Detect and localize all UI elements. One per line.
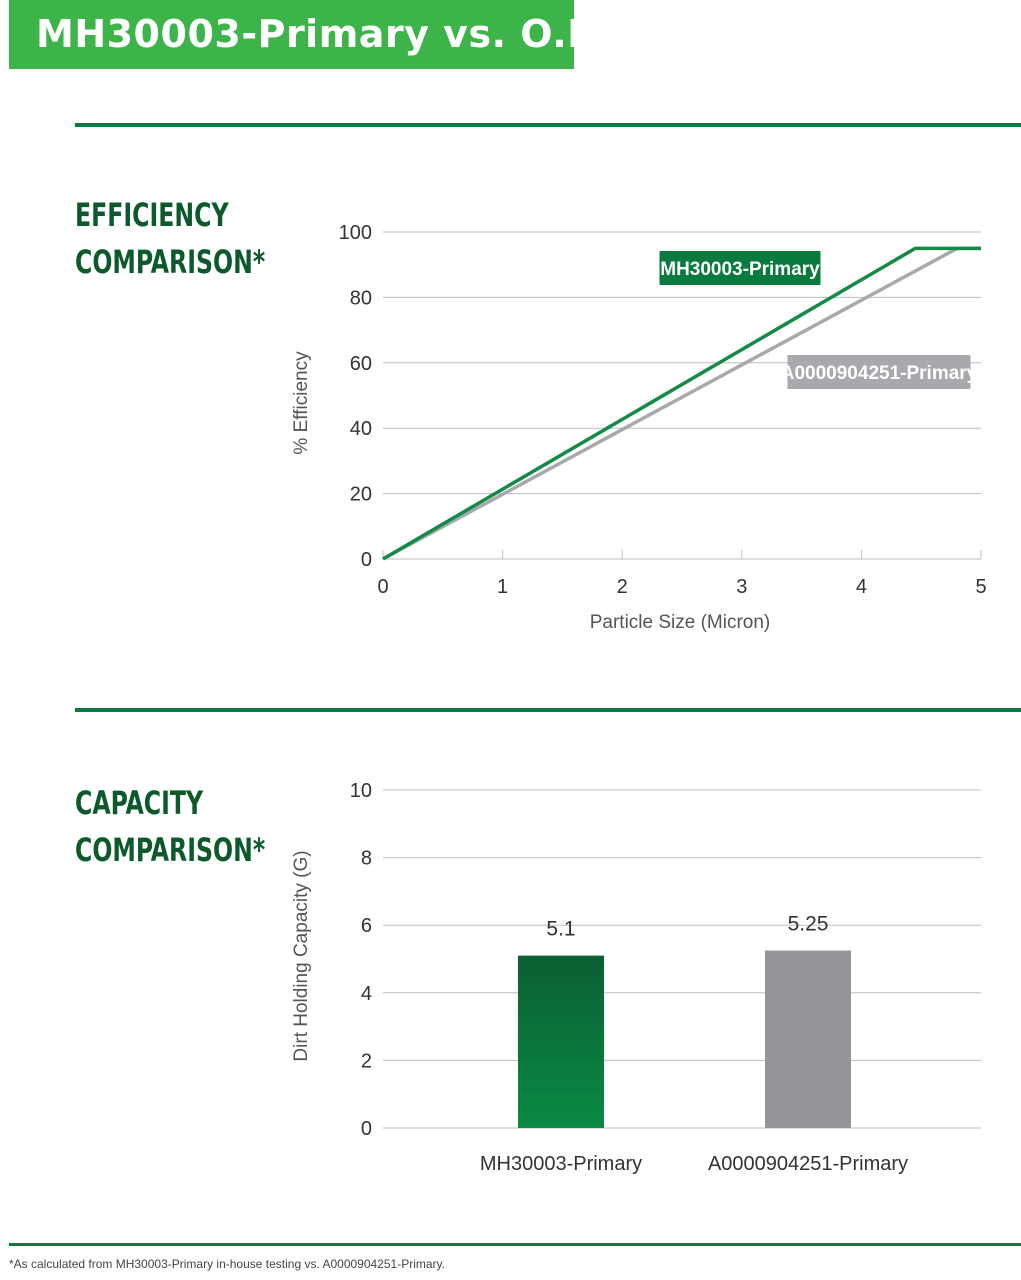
y-tick-label: 100 <box>339 222 372 244</box>
x-tick-label: 4 <box>856 576 867 598</box>
series-label-a0000904251-box <box>787 355 971 389</box>
x-tick-label: 1 <box>497 576 508 598</box>
y-tick-label: 6 <box>361 915 372 937</box>
capacity-title-line2: COMPARISON* <box>75 831 266 869</box>
page-title: MH30003-Primary vs. O.E. <box>36 12 609 56</box>
footer-divider <box>9 1243 1021 1246</box>
section-divider-top <box>75 123 1021 127</box>
x-category-label: A0000904251-Primary <box>708 1153 908 1175</box>
series-label-a0000904251: A0000904251-Primary <box>781 363 978 384</box>
x-tick-label: 5 <box>975 576 986 598</box>
section-divider-middle <box>75 708 1021 712</box>
y-tick-label: 80 <box>350 287 372 309</box>
bar-mh30003 <box>518 955 604 1128</box>
x-tick-label: 3 <box>736 576 747 598</box>
efficiency-chart: 0 20 40 60 80 100 0 1 2 3 4 5 Particle Size (Micron)… <box>291 222 987 633</box>
x-tick-label: 0 <box>377 576 388 598</box>
capacity-chart: 0 2 4 6 8 10 Dirt Holding Capacity (G) 5.1 MH300… <box>291 780 981 1175</box>
capacity-title-line1: CAPACITY <box>75 784 204 822</box>
bar-value-label: 5.1 <box>546 918 575 941</box>
capacity-section-title: CAPACITY COMPARISON* <box>75 780 265 874</box>
bar-a0000904251 <box>765 950 851 1128</box>
x-category-label: MH30003-Primary <box>480 1153 642 1175</box>
efficiency-title-line2: COMPARISON* <box>75 243 266 281</box>
y-tick-label: 40 <box>350 418 372 440</box>
y-tick-label: 20 <box>350 484 372 506</box>
y-tick-label: 2 <box>361 1050 372 1072</box>
y-tick-label: 60 <box>350 353 372 375</box>
series-label-mh30003: MH30003-Primary <box>660 259 820 280</box>
series-label-mh30003-box <box>659 251 821 285</box>
y-tick-label: 8 <box>361 848 372 870</box>
efficiency-section-title: EFFICIENCY COMPARISON* <box>75 192 265 286</box>
x-axis-title: Particle Size (Micron) <box>590 612 771 633</box>
series-line-mh30003 <box>382 246 981 561</box>
y-tick-label: 10 <box>350 780 372 802</box>
header-banner <box>9 0 574 69</box>
footnote: *As calculated from MH30003-Primary in-h… <box>9 1257 445 1271</box>
y-axis-title: Dirt Holding Capacity (G) <box>291 850 312 1061</box>
bar-value-label: 5.25 <box>788 913 829 936</box>
x-tick-label: 2 <box>617 576 628 598</box>
y-tick-label: 4 <box>361 983 372 1005</box>
efficiency-title-line1: EFFICIENCY <box>75 196 229 234</box>
y-tick-label: 0 <box>361 1118 372 1140</box>
y-tick-label: 0 <box>361 549 372 571</box>
series-line-a0000904251 <box>382 246 981 561</box>
y-axis-title: % Efficiency <box>291 351 312 455</box>
